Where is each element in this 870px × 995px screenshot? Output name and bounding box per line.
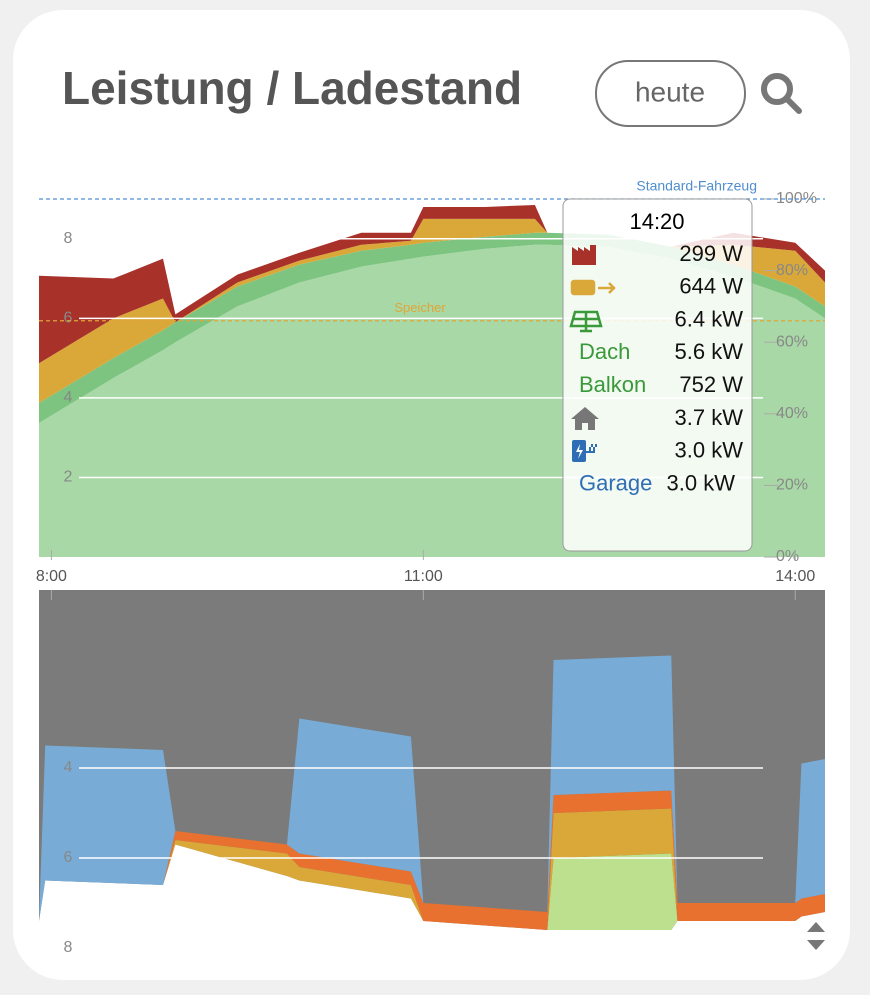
area [39, 232, 825, 423]
tooltip-value: 6.4 kW [675, 306, 744, 331]
y-tick-label: 6 [64, 310, 73, 327]
x-tick-label: 14:00 [775, 568, 815, 585]
y2-tick-label: 0% [776, 548, 799, 565]
tooltip-label: Garage [579, 470, 652, 495]
y-tick-label: 4 [64, 759, 73, 776]
house-icon [571, 407, 599, 430]
charger-icon [572, 440, 597, 462]
annotation-label: Standard-Fahrzeug [636, 178, 757, 194]
area [39, 844, 825, 948]
title: Leistung / Ladestand [62, 62, 522, 114]
y-tick-label: 6 [64, 849, 73, 866]
tooltip-value: 3.0 kW [667, 470, 736, 495]
tooltip-value: 5.6 kW [675, 339, 744, 364]
tooltip: 14:20 299 W 644 W 6.4 kW Dach 5.6 kW Balkon 75… [562, 198, 753, 552]
today-label[interactable]: heute [635, 76, 705, 107]
y2-tick-label: 80% [776, 262, 808, 279]
grid-icon [572, 245, 596, 265]
tooltip-value: 3.0 kW [675, 438, 744, 463]
y2-tick-label: 60% [776, 333, 808, 350]
y-tick-label: 2 [64, 469, 73, 486]
today-button[interactable] [595, 60, 746, 127]
battery-icon [570, 279, 616, 296]
y-tick-label: 4 [64, 389, 73, 406]
x-tick-label: 8:00 [36, 568, 67, 585]
tooltip-value: 752 W [679, 372, 743, 397]
area [39, 655, 825, 921]
tooltip-value: 644 W [679, 274, 743, 299]
x-tick-label: 11:00 [404, 568, 443, 585]
area [39, 808, 825, 930]
tooltip-time: 14:20 [629, 209, 684, 234]
tooltip-value: 299 W [679, 241, 743, 266]
y2-tick-label: 20% [776, 477, 808, 494]
solar-icon [569, 310, 603, 333]
sort-icon[interactable] [807, 922, 825, 950]
y2-tick-label: 40% [776, 405, 808, 422]
area [39, 790, 825, 930]
annotation-label: Speicher [394, 300, 446, 315]
search-icon[interactable] [761, 73, 802, 114]
tooltip-label: Balkon [579, 372, 646, 397]
tooltip-value: 3.7 kW [675, 405, 744, 430]
y-tick-label: 8 [64, 230, 73, 247]
area [39, 844, 825, 930]
tooltip-label: Dach [579, 339, 630, 364]
y-tick-label: 8 [64, 939, 73, 956]
